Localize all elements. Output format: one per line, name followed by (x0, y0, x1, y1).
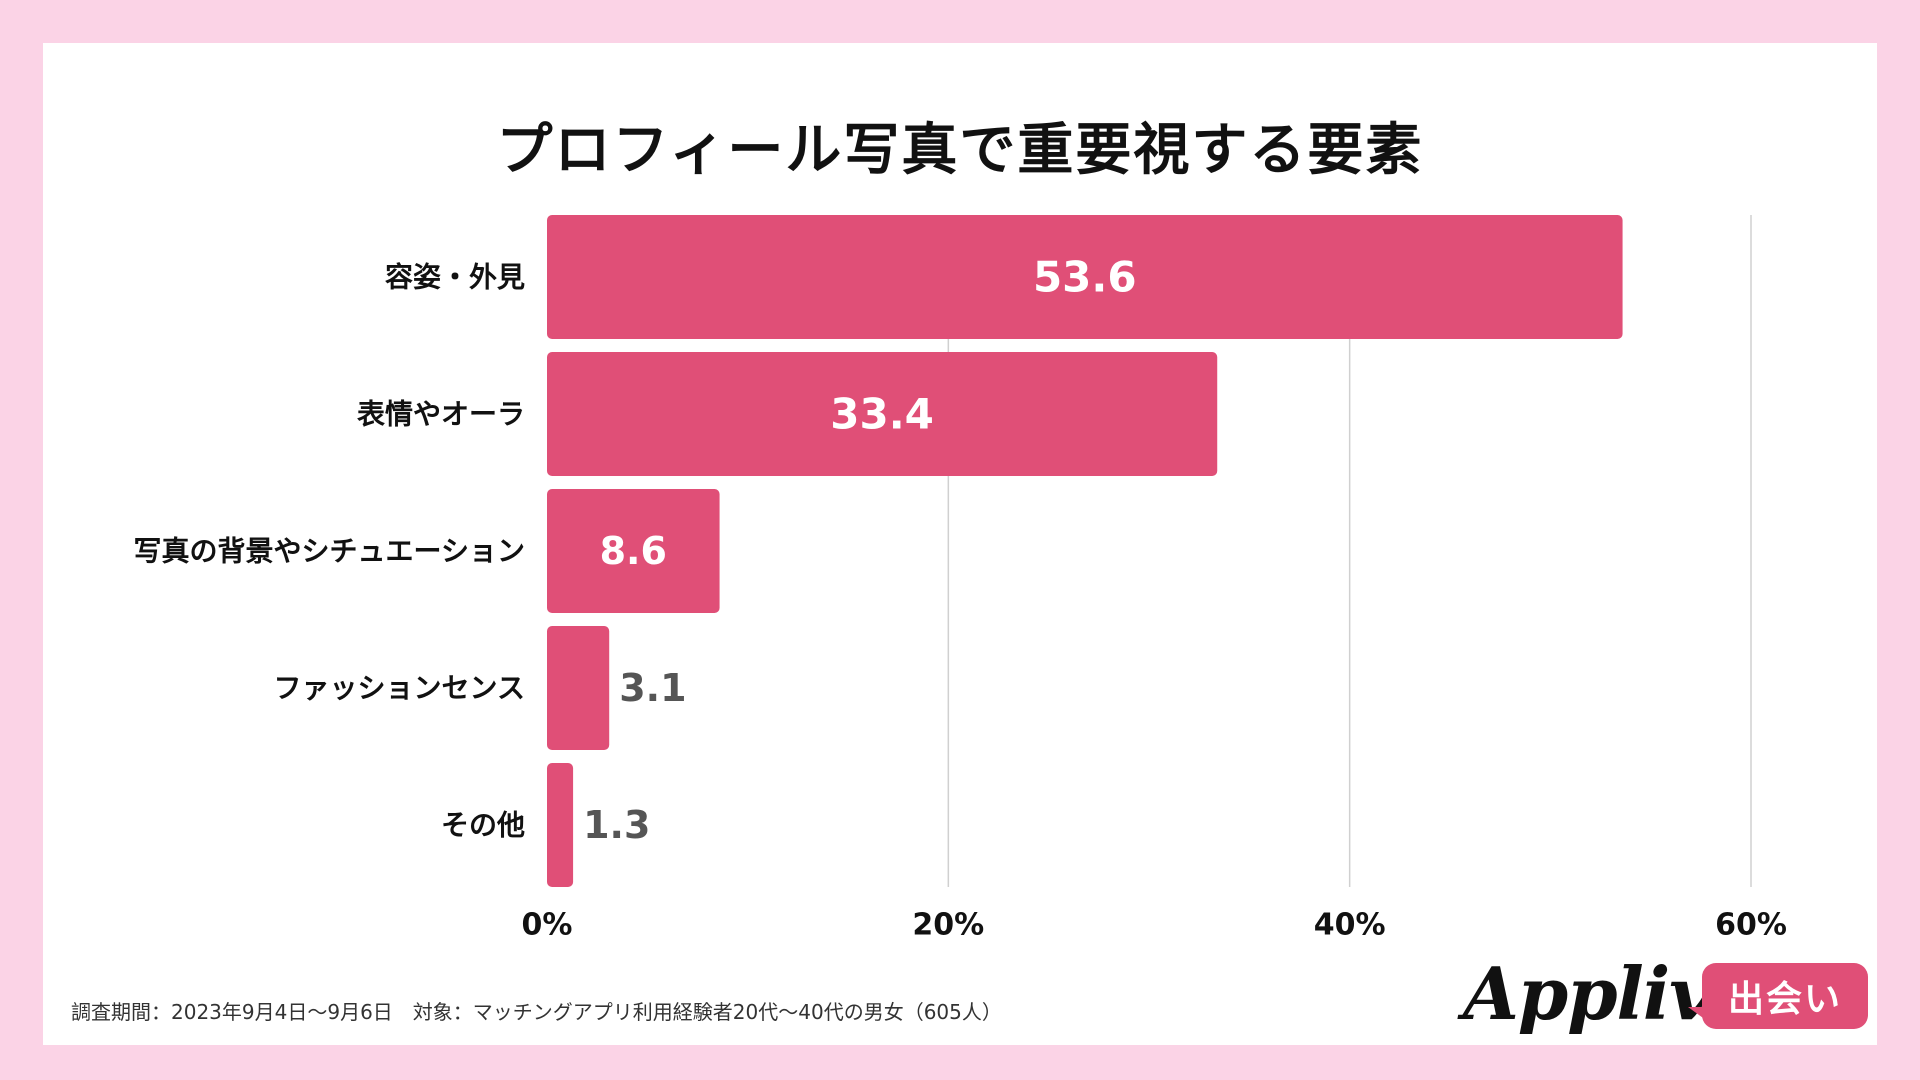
x-tick-label-20: 20% (912, 908, 984, 943)
category-label-1: 表情やオーラ (357, 398, 525, 431)
bar-chart: 容姿・外見 53.6 表情やオーラ 33.4 写真の背景やシチュエーション 8.6 ファッシ… (134, 215, 1787, 943)
category-label-3: ファッションセンス (274, 672, 525, 705)
survey-footnote: 調査期間：2023年9月4日〜9月6日 対象：マッチングアプリ利用経験者20代〜… (71, 1000, 1002, 1024)
bar-3 (547, 626, 610, 750)
chart-card: プロフィール写真で重要視する要素 容姿・外見 53.6 表情やオーラ 33.4 写真の背… (43, 43, 1877, 1045)
value-label-3: 3.1 (619, 666, 686, 710)
x-tick-label-40: 40% (1314, 908, 1386, 943)
category-label-2: 写真の背景やシチュエーション (134, 535, 525, 568)
bar-4 (547, 763, 574, 887)
value-label-2: 8.6 (600, 529, 667, 573)
value-label-4: 1.3 (583, 803, 650, 847)
bar-2 (547, 489, 720, 613)
x-tick-label-60: 60% (1715, 908, 1787, 943)
value-label-0: 53.6 (1033, 253, 1137, 302)
category-label-0: 容姿・外見 (385, 261, 525, 294)
x-tick-label-0: 0% (522, 908, 573, 943)
logo-badge: 出会い (1702, 963, 1868, 1029)
category-label-4: その他 (441, 809, 525, 842)
value-label-1: 33.4 (830, 390, 934, 439)
appliv-logo-wordmark: Appliv (1463, 951, 1711, 1036)
bar-0 (547, 215, 1623, 339)
bar-1 (547, 352, 1218, 476)
chart-title: プロフィール写真で重要視する要素 (496, 118, 1424, 183)
